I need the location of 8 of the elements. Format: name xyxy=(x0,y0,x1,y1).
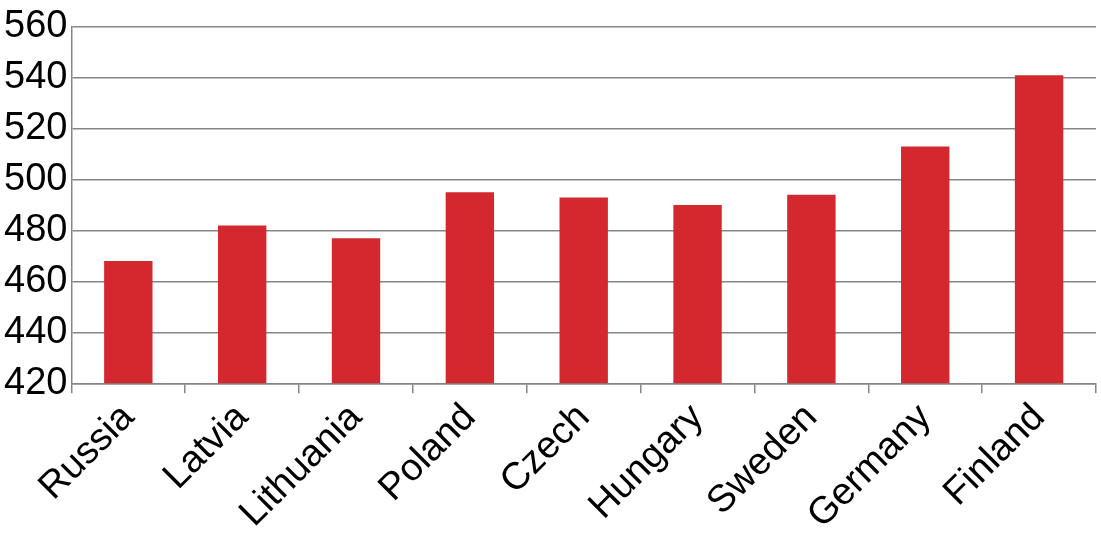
y-tick-label: 500 xyxy=(4,156,68,199)
y-tick-label: 560 xyxy=(4,3,68,46)
y-tick-label: 520 xyxy=(4,105,68,148)
y-tick-label: 420 xyxy=(4,359,68,402)
y-tick-label: 480 xyxy=(4,206,68,249)
y-tick-label: 440 xyxy=(4,308,68,351)
y-tick-label: 540 xyxy=(4,54,68,97)
y-tick-label: 460 xyxy=(4,257,68,300)
